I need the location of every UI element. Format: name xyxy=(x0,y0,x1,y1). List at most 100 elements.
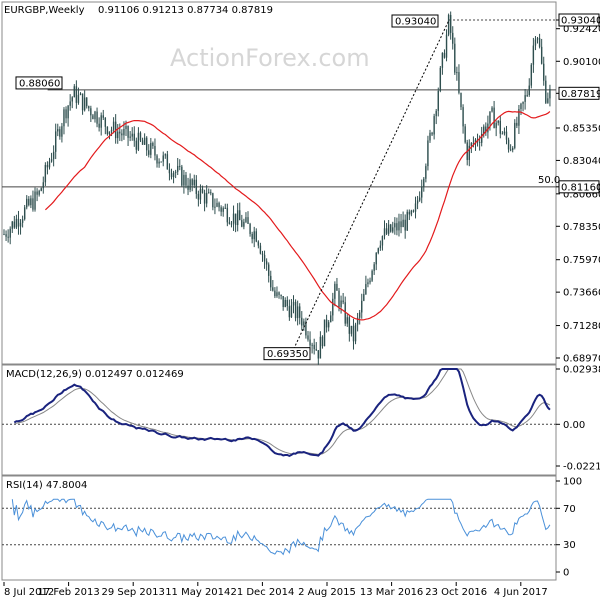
price-candle xyxy=(21,219,24,223)
rsi-panel xyxy=(1,475,557,581)
trendline xyxy=(291,19,450,353)
price-candle xyxy=(516,122,518,126)
price-candle xyxy=(284,300,286,308)
price-candle xyxy=(367,282,369,285)
price-candle xyxy=(549,88,551,99)
price-candle xyxy=(340,300,342,308)
price-candle xyxy=(52,151,55,160)
price-candle xyxy=(154,145,156,156)
price-candle xyxy=(13,221,16,228)
price-candle xyxy=(216,202,218,207)
price-candle xyxy=(532,45,535,65)
price-candle xyxy=(458,72,460,93)
price-candle xyxy=(177,165,179,172)
price-candle xyxy=(121,133,123,136)
rsi-line xyxy=(11,498,551,556)
price-candle xyxy=(323,319,326,347)
price-candle xyxy=(468,145,470,160)
price-panel xyxy=(1,1,557,365)
price-candle xyxy=(319,336,322,359)
price-high-box xyxy=(558,13,600,27)
price-candle xyxy=(226,207,229,223)
x-tick-label: 23 Oct 2016 xyxy=(425,587,487,598)
rsi-label: RSI(14) 47.8004 xyxy=(6,480,87,491)
price-candle xyxy=(346,317,348,324)
price-candle xyxy=(505,131,508,140)
price-candle xyxy=(36,191,38,195)
price-candle xyxy=(404,219,406,231)
price-candle xyxy=(104,117,107,127)
price-candle xyxy=(187,185,189,190)
price-candle xyxy=(63,109,65,127)
price-candle xyxy=(354,324,357,342)
price-candle xyxy=(83,97,86,111)
price-candle xyxy=(79,93,82,95)
price-candle xyxy=(166,154,169,170)
price-candle xyxy=(26,198,28,208)
price-candle xyxy=(7,236,9,238)
macd-tick-label: 0.029387 xyxy=(563,365,600,376)
price-candle xyxy=(148,150,150,155)
price-candle xyxy=(390,224,392,232)
price-candle xyxy=(524,95,526,102)
price-candle xyxy=(133,133,135,141)
price-candle xyxy=(150,143,152,155)
price-candle xyxy=(276,292,278,297)
price-candle xyxy=(170,173,173,178)
price-candle xyxy=(137,132,140,150)
price-candle xyxy=(377,248,379,253)
price-candle xyxy=(241,220,243,227)
price-candle xyxy=(145,137,148,151)
price-candle xyxy=(100,115,102,128)
price-candle xyxy=(218,202,220,208)
price-candle xyxy=(280,294,282,297)
macd-label: MACD(12,26,9) 0.012497 0.012469 xyxy=(6,369,184,380)
price-candle xyxy=(373,264,375,271)
price-candle xyxy=(526,94,528,96)
price-candle xyxy=(208,192,210,194)
price-candle xyxy=(48,161,51,168)
moving-average-line xyxy=(44,110,551,321)
price-candle xyxy=(545,80,547,103)
price-candle xyxy=(272,287,274,291)
price-candle xyxy=(236,210,239,226)
price-candle xyxy=(474,139,477,144)
price-candle xyxy=(520,103,522,110)
price-candle xyxy=(119,131,121,134)
price-candle xyxy=(220,207,222,212)
price-candle xyxy=(325,319,328,328)
price-candle xyxy=(483,126,485,134)
price-candle xyxy=(210,192,212,194)
price-candle xyxy=(265,261,268,265)
price-candle xyxy=(141,140,144,145)
price-candle xyxy=(301,317,303,326)
price-candle xyxy=(292,301,295,306)
price-candle xyxy=(332,298,334,316)
x-tick-label: 2 Aug 2015 xyxy=(298,587,356,598)
price-candle xyxy=(69,101,71,106)
price-candle xyxy=(282,296,284,308)
price-candle xyxy=(267,264,270,276)
price-candle xyxy=(418,197,421,201)
price-candle xyxy=(499,120,502,134)
price-candle xyxy=(185,174,187,186)
price-candle xyxy=(160,161,162,163)
rsi-tick-label: 100 xyxy=(563,477,582,488)
price-candle xyxy=(443,52,446,58)
price-candle xyxy=(131,133,133,137)
price-candle xyxy=(379,245,382,249)
price-candle xyxy=(96,111,98,124)
price-candle xyxy=(239,210,241,221)
price-candle xyxy=(245,217,247,222)
price-candle xyxy=(88,106,90,109)
price-candle xyxy=(274,290,276,297)
price-candle xyxy=(222,208,224,212)
price-candle xyxy=(423,178,425,187)
price-high-box-label: 0.93040 xyxy=(561,16,600,27)
price-candle xyxy=(212,193,214,208)
macd-line xyxy=(13,368,551,458)
price-candle xyxy=(387,224,390,234)
price-candle xyxy=(191,179,193,186)
